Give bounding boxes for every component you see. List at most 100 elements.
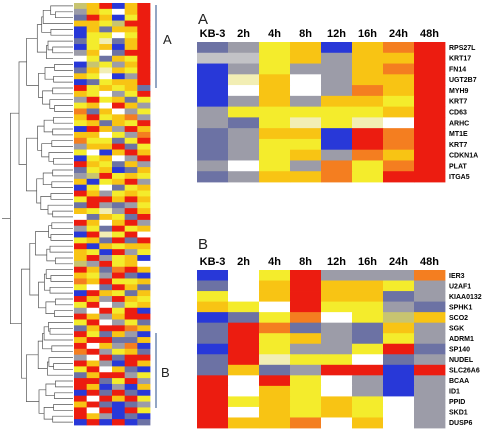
overview-cell: [124, 202, 138, 209]
overview-cell: [112, 49, 126, 57]
panelA-cell: [383, 63, 415, 75]
panelA-cell: [259, 138, 291, 151]
overview-cell: [112, 407, 126, 414]
overview-cell: [99, 331, 113, 338]
panelA-cell: [259, 74, 291, 86]
overview-cell: [74, 296, 88, 303]
overview-cell: [124, 143, 138, 150]
overview-cell: [74, 214, 88, 221]
dendrogram-branch: [55, 298, 73, 306]
panelA-row-label: KRT7: [449, 99, 467, 106]
overview-cell: [137, 85, 151, 92]
panelA-cell: [321, 106, 353, 118]
dendrogram-branch: [26, 354, 39, 402]
panelB-row-label: IER3: [449, 273, 465, 280]
panelB-cell: [352, 301, 384, 313]
overview-cell: [124, 214, 138, 221]
overview-cell: [112, 266, 126, 274]
dendrogram-branch: [10, 112, 22, 325]
dendrogram-branch: [26, 137, 38, 192]
overview-cell: [124, 342, 138, 350]
overview-cell: [124, 79, 138, 86]
overview-cell: [99, 14, 113, 21]
overview-cell: [112, 44, 126, 51]
overview-cell: [137, 348, 151, 356]
overview-cell: [99, 196, 113, 203]
panelB-row-label: PPID: [449, 399, 465, 406]
overview-cell: [137, 208, 151, 215]
overview-cell: [86, 149, 100, 156]
panelA-cell: [414, 149, 446, 161]
overview-cell: [112, 389, 126, 397]
overview-cell: [74, 342, 88, 350]
dendrogram-branch: [42, 9, 73, 24]
overview-cell: [74, 67, 88, 74]
panelB-column-label: 2h: [237, 256, 250, 268]
overview-cell: [74, 354, 88, 361]
overview-cell: [99, 202, 113, 209]
overview-cell: [99, 108, 113, 115]
overview-cell: [74, 307, 88, 315]
panelA-cell: [383, 117, 415, 129]
overview-cell: [137, 337, 151, 344]
panelB-cell: [259, 417, 291, 429]
overview-cell: [137, 67, 151, 74]
panelA-cell: [197, 63, 229, 75]
overview-cell: [137, 219, 151, 227]
panelB-cell: [414, 270, 446, 281]
panelB-cell: [290, 375, 322, 387]
overview-cell: [99, 255, 113, 262]
overview-cell: [74, 237, 88, 244]
overview-cell: [124, 313, 138, 320]
dendrogram-branch: [45, 383, 56, 397]
dendrogram-branch: [36, 178, 44, 204]
panelA-cell: [383, 42, 415, 54]
panelB-cell: [197, 280, 229, 292]
panelA-cell: [290, 74, 322, 86]
panelA-row-label: CD63: [449, 110, 467, 117]
panelA-cell: [259, 95, 291, 108]
overview-cell: [124, 114, 138, 121]
overview-cell: [86, 354, 100, 361]
overview-cell: [137, 243, 151, 250]
overview-cell: [86, 108, 100, 115]
overview-cell: [137, 26, 151, 33]
overview-cell: [112, 114, 126, 121]
overview-cell: [74, 137, 88, 145]
panelA-column-label: 24h: [389, 28, 408, 40]
panelA-cell: [352, 149, 384, 161]
overview-cell: [86, 167, 100, 174]
overview-cell: [99, 319, 113, 326]
overview-cell: [124, 301, 138, 309]
overview-cell: [74, 383, 88, 391]
panelA-cell: [321, 160, 353, 172]
overview-cell: [99, 395, 113, 402]
cluster-brackets: A B: [155, 5, 172, 408]
overview-cell: [112, 38, 126, 45]
panelA-cell: [290, 95, 322, 108]
panelA-cell: [352, 63, 384, 75]
panelA-cell: [383, 149, 415, 161]
panelA-column-label: KB-3: [200, 28, 226, 40]
panelA-row-label: KRT17: [449, 56, 471, 63]
overview-cell: [124, 108, 138, 115]
overview-cell: [99, 184, 113, 191]
overview-cell: [137, 278, 151, 285]
overview-cell: [86, 366, 100, 373]
dendrogram-branch: [55, 11, 73, 19]
overview-cell: [86, 325, 100, 332]
overview-cell: [112, 255, 126, 262]
dendrogram-branch: [48, 322, 73, 332]
dendrogram-branch: [44, 67, 55, 80]
panelB-cell: [290, 301, 322, 313]
overview-cell: [86, 155, 100, 162]
overview-cell: [112, 354, 126, 361]
dendrogram-branch: [55, 257, 73, 265]
panelB-cell: [228, 333, 260, 345]
panelB-cell: [259, 322, 291, 334]
overview-cell: [112, 184, 126, 191]
panelB-cell: [197, 322, 229, 334]
panelA-cell: [197, 117, 229, 129]
overview-cell: [137, 90, 151, 98]
panelA-cell: [414, 52, 446, 64]
